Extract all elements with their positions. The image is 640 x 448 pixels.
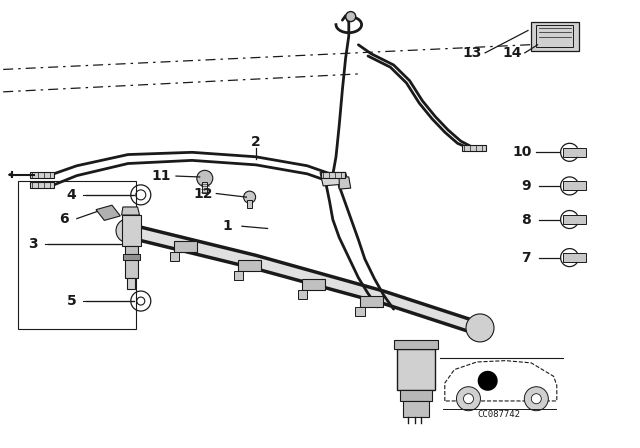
Text: 7: 7 [521,250,531,265]
Bar [29,182,54,188]
Polygon shape [128,224,480,335]
Polygon shape [360,296,383,307]
Text: 2: 2 [251,135,261,150]
Polygon shape [122,215,141,246]
Text: 5: 5 [67,294,77,308]
Polygon shape [122,207,140,215]
Polygon shape [127,278,135,289]
Polygon shape [238,260,261,271]
Polygon shape [445,361,557,401]
Polygon shape [247,200,252,208]
Text: 4: 4 [67,188,77,202]
Circle shape [466,314,494,342]
Text: 9: 9 [521,179,531,193]
Polygon shape [355,307,365,316]
Polygon shape [125,246,138,254]
Polygon shape [403,401,429,417]
Polygon shape [96,205,120,220]
Polygon shape [400,390,432,401]
Polygon shape [563,215,586,224]
Polygon shape [234,271,243,280]
Circle shape [477,371,498,391]
Bar [321,172,345,178]
Circle shape [116,219,140,243]
Text: 8: 8 [521,212,531,227]
Bar [29,172,54,178]
Circle shape [197,170,212,186]
Text: 13: 13 [463,46,482,60]
Bar [536,25,573,47]
Polygon shape [339,177,351,189]
Polygon shape [397,349,435,390]
Bar [461,145,486,151]
Polygon shape [170,252,179,261]
Polygon shape [394,340,438,349]
Polygon shape [125,260,138,278]
Polygon shape [563,253,586,262]
Circle shape [524,387,548,411]
Text: 11: 11 [152,169,171,183]
Polygon shape [320,172,349,186]
Polygon shape [298,290,307,299]
Text: 1: 1 [222,219,232,233]
Circle shape [456,387,481,411]
Text: 6: 6 [59,211,69,226]
Circle shape [346,12,356,22]
Polygon shape [174,241,197,252]
Circle shape [531,394,541,404]
Text: 12: 12 [194,186,213,201]
Polygon shape [202,182,207,193]
Circle shape [244,191,255,203]
Bar [531,22,579,51]
Polygon shape [563,148,586,157]
Text: 14: 14 [502,46,522,60]
Text: 3: 3 [28,237,38,251]
Circle shape [463,394,474,404]
Polygon shape [123,254,140,260]
Text: CC087742: CC087742 [477,410,521,419]
Bar [18,181,136,329]
Polygon shape [302,279,325,290]
Text: 10: 10 [513,145,532,159]
Polygon shape [563,181,586,190]
